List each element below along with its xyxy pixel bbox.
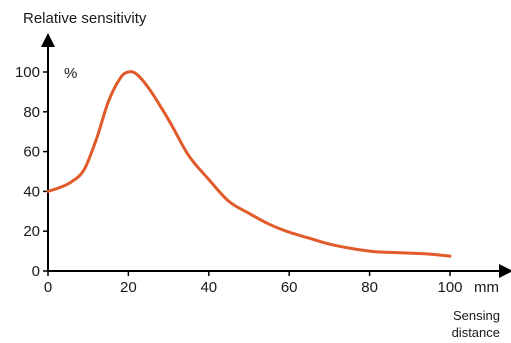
x-tick-label: 60 bbox=[281, 279, 298, 296]
x-axis-title-line2: distance bbox=[452, 325, 500, 340]
x-tick-label: 20 bbox=[120, 279, 137, 296]
y-tick-label: 60 bbox=[23, 144, 40, 161]
y-tick-label: 100 bbox=[15, 64, 40, 81]
x-axis-title-line1: Sensing bbox=[453, 308, 500, 323]
y-tick-label: 80 bbox=[23, 104, 40, 121]
x-tick-label: 40 bbox=[200, 279, 217, 296]
y-ticks: 0 20 40 60 80 100 bbox=[15, 64, 48, 280]
y-tick-label: 40 bbox=[23, 183, 40, 200]
y-axis-unit: % bbox=[64, 65, 77, 82]
x-axis-unit: mm bbox=[474, 279, 499, 296]
x-tick-label: 80 bbox=[361, 279, 378, 296]
y-tick-label: 0 bbox=[32, 263, 40, 280]
y-axis-title: Relative sensitivity bbox=[23, 10, 147, 27]
y-tick-label: 20 bbox=[23, 223, 40, 240]
x-ticks: 0 20 40 60 80 100 bbox=[44, 271, 463, 296]
series-line bbox=[46, 70, 452, 258]
x-tick-label: 0 bbox=[44, 279, 52, 296]
x-tick-label: 100 bbox=[437, 279, 462, 296]
